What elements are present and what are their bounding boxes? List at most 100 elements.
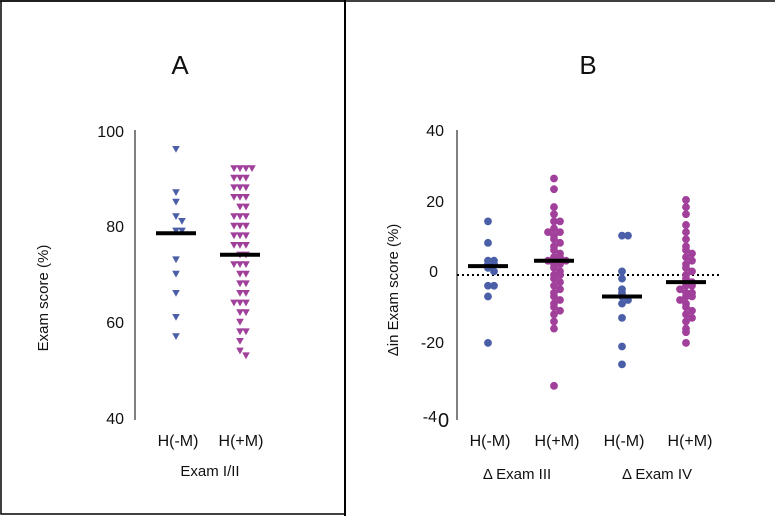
panel-a-series-1-point-16	[242, 213, 250, 220]
panel-b-series-3-point-29	[688, 314, 696, 322]
panel-b-xtick-1: H(-M)	[470, 433, 511, 450]
panel-b-series-1-point-4	[550, 217, 558, 226]
panel-b-series-1-point-1	[550, 185, 558, 194]
panel-a-series-1-point-14	[242, 203, 250, 211]
panel-b-group-label-exam-iv: Δ Exam IV	[622, 466, 692, 483]
panel-b-series-1-point-7	[556, 228, 564, 237]
panel-a-series-1-point-11	[242, 194, 250, 201]
panel-b-ylabel: Δin Exam score (%)	[385, 224, 402, 357]
panel-a-series-1-point-18	[236, 222, 244, 230]
panel-a: A 40 60 80 100 Exam score (%) H(-M) H(+M…	[35, 50, 263, 480]
panel-b-series-0-point-10	[484, 292, 492, 301]
panel-a-series-0-point-11	[172, 333, 180, 340]
panel-b-xtick-2: H(+M)	[535, 433, 580, 450]
panel-a-series-1-point-47	[236, 347, 244, 355]
panel-b-series-2-point-3	[618, 274, 626, 283]
panel-b-series-2-point-10	[618, 342, 626, 351]
panel-a-series-0-point-6	[178, 227, 186, 235]
panel-a-ylabel: Exam score (%)	[35, 245, 52, 352]
panel-a-series-1-point-17	[230, 213, 238, 220]
panel-a-series-1-point-36	[236, 290, 244, 297]
panel-b-series-2-point-8	[618, 299, 626, 308]
panel-b-series-3-point-28	[682, 310, 690, 319]
panel-b-series-1-point-6	[550, 224, 558, 233]
panel-a-series-1-point-43	[236, 318, 244, 326]
panel-b-series-2-point-1	[624, 231, 632, 240]
panel-a-series-1-point-15	[236, 213, 244, 220]
panel-b-ytick-minus-4: -4	[423, 409, 437, 426]
panel-b-series-0-point-9	[490, 281, 498, 290]
panel-a-ytick-80: 80	[106, 219, 124, 236]
panel-b-series-3-point-10	[688, 256, 696, 265]
panel-b-series-1-point-26	[556, 278, 564, 287]
panel-b-ytick-minus-20: -20	[421, 335, 444, 352]
panel-b-title: B	[579, 50, 596, 80]
panel-a-series-1-point-46	[236, 338, 244, 345]
panel-a-series-0-point-7	[172, 256, 180, 264]
panel-a-series-1-point-0	[236, 165, 244, 172]
panel-a-series-1-point-44	[236, 328, 244, 336]
panel-a-xtick-h-plus-m: H(+M)	[219, 433, 264, 450]
panel-a-xtick-h-minus-m: H(-M)	[158, 433, 199, 450]
panel-a-series-1-point-20	[230, 222, 238, 230]
panel-a-series-1-point-5	[242, 174, 250, 182]
panel-b-series-1-point-21	[550, 263, 558, 272]
panel-b-series-3-point-7	[682, 246, 690, 254]
panel-a-series-1-point-1	[242, 165, 250, 172]
panel-a-series-1-point-33	[242, 270, 250, 278]
panel-a-series-1-point-42	[242, 309, 250, 316]
panel-b-series-1-point-5	[556, 217, 564, 226]
panel-b-series-1-point-31	[556, 296, 564, 304]
panel-a-ytick-40: 40	[106, 411, 124, 428]
panel-b-series-1-point-2	[550, 203, 558, 211]
panel-a-series-1-point-35	[242, 280, 250, 288]
panel-a-ytick-60: 60	[106, 315, 124, 332]
panel-a-series-1-point-21	[236, 232, 244, 240]
panel-a-series-1-point-32	[236, 270, 244, 278]
panel-a-series-1-point-7	[236, 184, 244, 192]
panel-b-series-3-point-8	[688, 249, 696, 258]
panel-a-series-1-point-22	[242, 232, 250, 240]
panel-b: B 40 20 0 -20 -4 0 Δin Exam score (%) H(…	[385, 50, 720, 483]
panel-b-series-1-point-11	[556, 238, 564, 247]
panel-a-series-0-point-1	[172, 189, 180, 196]
panel-b-series-1-point-8	[544, 228, 552, 237]
panel-b-series-1-point-34	[556, 306, 564, 315]
panel-b-points	[468, 174, 706, 390]
panel-b-series-3-point-22	[682, 292, 690, 301]
panel-b-ytick-20: 20	[426, 194, 444, 211]
panel-b-series-1-point-38	[550, 381, 558, 390]
panel-b-series-3-point-32	[682, 328, 690, 337]
panel-b-series-0-point-1	[484, 238, 492, 247]
panel-b-series-1-point-24	[556, 271, 564, 279]
panel-a-series-1-point-41	[236, 309, 244, 316]
panel-a-series-1-point-45	[242, 328, 250, 336]
panel-b-series-2-point-0	[618, 231, 626, 240]
panel-b-series-1-point-25	[550, 274, 558, 283]
panel-a-xlabel: Exam I/II	[180, 463, 239, 480]
panel-a-points	[156, 146, 260, 360]
panel-a-series-1-point-2	[230, 165, 238, 172]
panel-b-series-1-point-0	[550, 174, 558, 183]
panel-a-series-1-point-13	[236, 203, 244, 211]
panel-b-series-3-point-12	[682, 263, 690, 272]
panel-b-series-3-point-1	[682, 203, 690, 211]
panel-b-series-1-point-3	[550, 210, 558, 219]
panel-a-series-1-point-37	[242, 290, 250, 297]
panel-b-series-3-point-26	[682, 303, 690, 312]
panel-a-series-1-point-31	[230, 261, 238, 268]
panel-a-series-1-point-38	[236, 299, 244, 307]
panel-b-series-0-point-0	[484, 217, 492, 226]
panel-b-series-2-point-11	[618, 360, 626, 369]
panel-a-series-1-point-3	[248, 165, 256, 172]
panel-a-series-1-point-9	[230, 184, 238, 192]
panel-a-series-1-point-4	[236, 174, 244, 182]
panel-b-group-label-exam-iii: Δ Exam III	[483, 466, 551, 483]
panel-a-series-1-point-40	[230, 299, 238, 307]
panel-b-series-1-point-36	[550, 317, 558, 326]
panel-b-series-0-point-11	[484, 339, 492, 347]
panel-b-series-1-point-13	[550, 246, 558, 254]
panel-b-series-3-point-23	[688, 292, 696, 301]
panel-b-series-3-point-3	[682, 221, 690, 229]
